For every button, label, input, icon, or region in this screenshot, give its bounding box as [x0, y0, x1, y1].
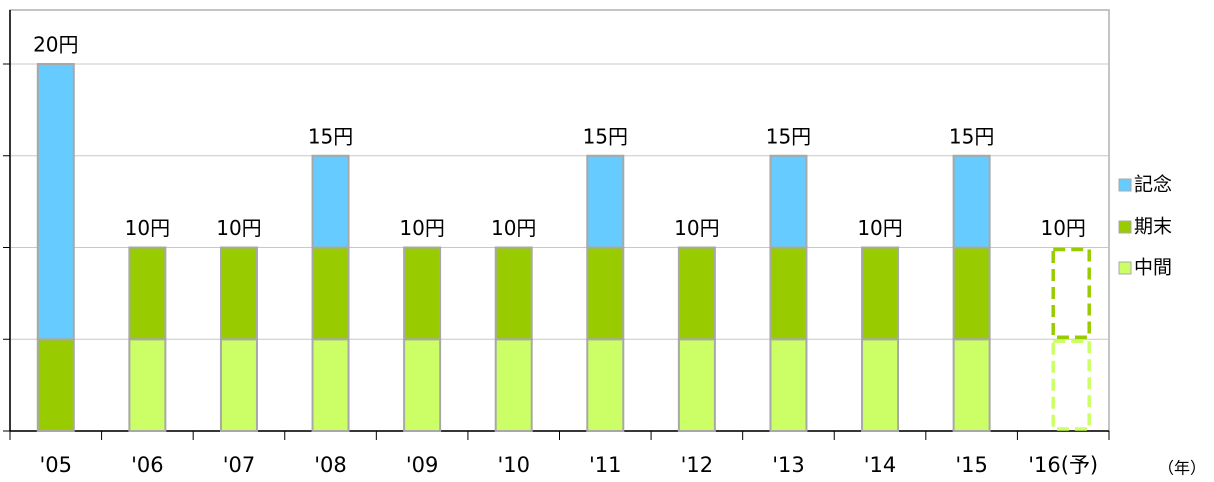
total-label: 10円 [674, 216, 719, 240]
bar-segment [1051, 339, 1091, 431]
bar-segment [311, 154, 350, 249]
bar-segment [952, 246, 991, 341]
bar-segment [677, 246, 716, 341]
x-tick-label: '15 [955, 453, 988, 477]
bar-segment [36, 63, 75, 341]
x-tick-label: '09 [406, 453, 439, 477]
x-tick-label: '10 [497, 453, 530, 477]
x-tick-label: '08 [314, 453, 347, 477]
bar-segment [128, 246, 167, 341]
bar-segment [219, 338, 258, 432]
bar-segment [36, 338, 75, 432]
legend-label: 期末 [1134, 216, 1172, 238]
x-tick-label: '16(予) [1028, 453, 1098, 477]
bar-segment [769, 338, 808, 432]
total-label: 15円 [949, 124, 994, 148]
total-label: 10円 [1040, 216, 1085, 240]
legend-swatch [1118, 178, 1132, 192]
bar-segment [586, 338, 625, 432]
legend-label: 記念 [1134, 173, 1172, 196]
total-label: 10円 [216, 216, 261, 240]
legend-swatch [1118, 220, 1132, 234]
total-label: 10円 [125, 216, 170, 240]
bar-segment [403, 338, 442, 432]
legend-label: 中間 [1134, 257, 1172, 279]
bar-segment [677, 338, 716, 432]
bar-segment [769, 246, 808, 341]
total-label: 15円 [766, 124, 811, 148]
bar-segment [311, 246, 350, 341]
total-label: 10円 [491, 216, 536, 240]
bar-segment [494, 246, 533, 341]
total-label: 10円 [857, 216, 902, 240]
bar-segment [128, 338, 167, 432]
total-label: 15円 [583, 124, 628, 148]
x-tick-label: '12 [681, 453, 714, 477]
x-tick-label: '07 [223, 453, 256, 477]
bar-segment [769, 154, 808, 249]
bar-segment [1051, 247, 1091, 339]
x-tick-label: '14 [864, 453, 897, 477]
x-tick-label: '06 [131, 453, 164, 477]
bar-segment [952, 154, 991, 249]
bar-segment [403, 246, 442, 341]
plot-frame [9, 9, 1110, 432]
bar-segment [861, 338, 900, 432]
bar-segment [494, 338, 533, 432]
bar-segment [861, 246, 900, 341]
x-axis-label: （年） [1158, 459, 1206, 478]
x-tick-label: '05 [40, 453, 73, 477]
x-tick-label: '11 [589, 453, 622, 477]
total-label: 20円 [33, 33, 78, 57]
bar-segment [311, 338, 350, 432]
bar-segment [952, 338, 991, 432]
bar-segment [586, 154, 625, 249]
bar-segment [219, 246, 258, 341]
legend-swatch [1118, 261, 1132, 275]
total-label: 10円 [399, 216, 444, 240]
total-label: 15円 [308, 124, 353, 148]
x-tick-label: '13 [772, 453, 805, 477]
bar-segment [586, 246, 625, 341]
